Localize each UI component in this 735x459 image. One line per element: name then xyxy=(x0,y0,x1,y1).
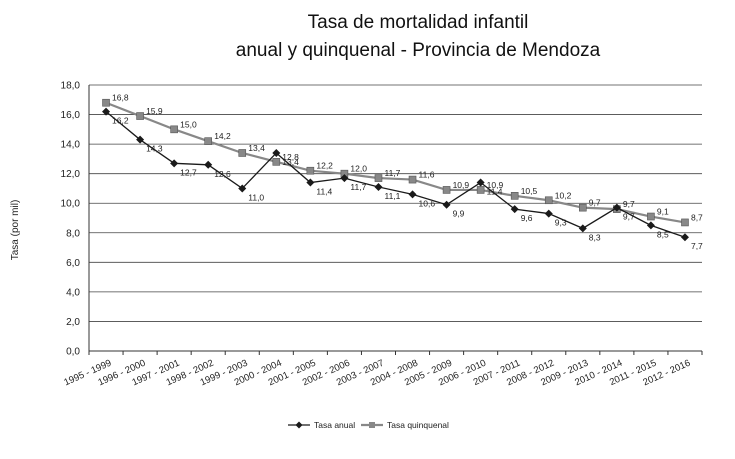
legend-marker xyxy=(295,421,303,429)
data-label: 12,2 xyxy=(316,161,333,171)
data-label: 9,3 xyxy=(555,218,567,228)
data-point xyxy=(204,160,213,169)
legend-marker xyxy=(369,422,375,428)
legend-item-tasa-quinquenal: Tasa quinquenal xyxy=(361,420,449,430)
data-label: 15,9 xyxy=(146,106,163,116)
data-point xyxy=(238,149,247,157)
y-axis-label: Tasa (por mil) xyxy=(10,200,21,261)
data-label: 10,9 xyxy=(453,180,470,190)
data-point xyxy=(102,107,111,116)
data-label: 11,0 xyxy=(248,192,264,202)
legend-item-tasa-anual: Tasa anual xyxy=(288,420,355,430)
data-label: 7,7 xyxy=(691,241,703,251)
data-label: 9,1 xyxy=(657,207,669,217)
data-point xyxy=(476,186,485,194)
data-label: 10,9 xyxy=(487,180,504,190)
data-label: 9,9 xyxy=(453,209,465,219)
data-label: 14,2 xyxy=(214,131,231,141)
data-label: 13,4 xyxy=(248,143,265,153)
data-point xyxy=(408,190,417,199)
data-label: 10,2 xyxy=(555,190,572,200)
data-label: 11,7 xyxy=(350,182,366,192)
data-point xyxy=(306,178,315,187)
y-tick-label: 2,0 xyxy=(66,317,80,328)
y-tick-label: 8,0 xyxy=(66,228,80,239)
series-tasa-quinquenal: 16,815,915,014,213,412,812,2 12,0 11,7 11,6… xyxy=(102,93,703,227)
data-label: 10,5 xyxy=(521,186,538,196)
gridlines xyxy=(89,84,702,352)
data-point xyxy=(170,159,179,168)
data-point xyxy=(680,233,689,242)
chart-subtitle: anual y quinquenal - Provincia de Mendoz… xyxy=(236,40,601,61)
data-label: 13,4 xyxy=(282,157,299,167)
data-label: 9,7 xyxy=(623,199,635,209)
axes: 0,02,04,06,08,010,012,014,016,018,01995 … xyxy=(61,81,703,388)
data-label: 12,7 xyxy=(180,167,197,177)
legend-label: Tasa anual xyxy=(314,420,355,430)
series-layer: 16,815,915,014,213,412,812,2 12,0 11,7 11,6… xyxy=(102,93,703,251)
data-label: 9,7 xyxy=(623,212,635,222)
data-point xyxy=(272,148,281,157)
y-tick-label: 0,0 xyxy=(66,347,80,358)
series-line xyxy=(105,101,686,224)
y-tick-label: 16,0 xyxy=(61,110,81,121)
data-label: 8,3 xyxy=(589,232,601,242)
data-label: 11,6 xyxy=(419,170,435,180)
data-label: 15,0 xyxy=(180,119,197,129)
data-point xyxy=(681,218,689,227)
data-point xyxy=(578,224,587,233)
data-label: 11,7 xyxy=(384,168,400,178)
data-point xyxy=(340,174,349,183)
y-tick-label: 18,0 xyxy=(61,81,81,92)
y-tick-label: 10,0 xyxy=(61,199,81,210)
data-label: 10,6 xyxy=(419,198,436,208)
series-tasa-anual: 16,2 14,3 12,7 12,6 11,0 13,4 11,4 11,7 11,1 10,6… xyxy=(102,107,703,251)
y-tick-label: 12,0 xyxy=(61,169,81,180)
chart-title: Tasa de mortalidad infantil xyxy=(308,12,529,33)
data-point xyxy=(238,184,247,193)
data-label: 11,4 xyxy=(316,187,332,197)
data-label: 9,6 xyxy=(521,213,533,223)
data-label: 8,5 xyxy=(657,229,669,239)
data-point xyxy=(510,205,519,214)
data-point xyxy=(136,135,145,144)
data-point xyxy=(442,186,451,194)
y-tick-label: 6,0 xyxy=(66,258,80,269)
data-point xyxy=(544,196,553,205)
data-point xyxy=(102,98,110,107)
data-point xyxy=(510,192,519,200)
data-point xyxy=(170,125,178,134)
data-point xyxy=(374,174,383,182)
data-label: 16,8 xyxy=(112,93,129,103)
y-tick-label: 14,0 xyxy=(61,140,81,151)
legend: Tasa anual Tasa quinquenal xyxy=(288,420,449,430)
data-point xyxy=(374,182,383,191)
data-label: 12,8 xyxy=(282,152,299,162)
data-point xyxy=(476,178,485,187)
y-tick-label: 4,0 xyxy=(66,287,80,298)
data-point xyxy=(646,221,655,230)
data-point xyxy=(204,137,212,145)
data-point xyxy=(579,203,587,212)
data-point xyxy=(408,175,417,184)
data-label: 9,7 xyxy=(589,198,601,208)
data-label: 12,6 xyxy=(214,169,231,179)
data-point xyxy=(612,203,621,212)
data-label: 11,1 xyxy=(384,191,400,201)
data-label: 8,7 xyxy=(691,212,703,222)
data-point xyxy=(544,209,553,218)
data-label: 11,4 xyxy=(487,187,503,197)
data-label: 14,3 xyxy=(146,144,163,154)
data-label: 16,2 xyxy=(112,116,129,126)
series-line xyxy=(105,111,686,238)
legend-label: Tasa quinquenal xyxy=(387,420,449,430)
data-point xyxy=(442,200,451,209)
data-label: 12,0 xyxy=(350,164,367,174)
data-point xyxy=(306,166,315,175)
data-point xyxy=(647,212,655,221)
data-point xyxy=(136,112,144,120)
data-point xyxy=(272,158,281,166)
